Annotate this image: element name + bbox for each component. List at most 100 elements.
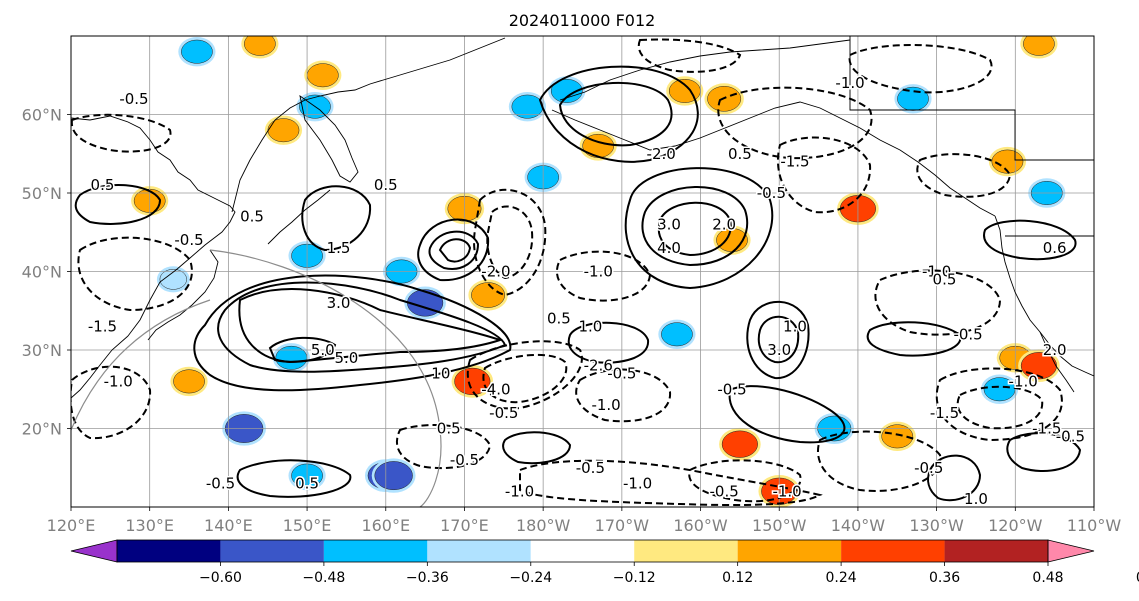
gridlines: [71, 36, 1094, 507]
contour-label: -1.0: [623, 474, 652, 492]
anomaly-blob: [661, 322, 693, 347]
lon-label: 180°W: [516, 516, 571, 535]
contour-label: -2.0: [647, 145, 676, 163]
coastline-kamchatka: [231, 37, 506, 213]
contour-positive: [438, 238, 472, 263]
anomaly-blob: [244, 36, 276, 56]
contour-label: 10: [431, 365, 450, 383]
coastline-baja: [1039, 331, 1075, 393]
coastline-layer: [71, 36, 1094, 399]
contour-label: 1.5: [327, 239, 351, 257]
lon-label: 170°E: [440, 516, 489, 535]
contour-label: -1.5: [930, 404, 959, 422]
border-alaska-canada: [849, 36, 1094, 161]
contour-label: -1.0: [584, 263, 613, 281]
axis-labels: 120°E 130°E 140°E 150°E 160°E 170°E 180°W 170°W…: [22, 106, 1122, 536]
contour-label: 5.0: [334, 349, 358, 367]
contour-label: -2.6: [584, 357, 613, 375]
contour-negative: [956, 385, 1044, 430]
lat-label: 20°N: [22, 420, 62, 439]
contour-label: 0.5: [437, 420, 461, 438]
contour-positive: [567, 321, 650, 364]
colorbar-bin: [427, 540, 531, 562]
colorbar-tick-label: −0.24: [509, 570, 552, 586]
contour-label: 0.5: [295, 474, 319, 492]
lon-label: 150°E: [283, 516, 332, 535]
colorbar-bin: [220, 540, 324, 562]
contour-negative: [817, 430, 942, 492]
shaded-anomaly-layer: [131, 36, 1066, 507]
contour-positive: [301, 185, 372, 252]
contour-label: -0.5: [607, 365, 636, 383]
contour-negative: [555, 250, 652, 302]
contour-label: 4.0: [657, 239, 681, 257]
contour-negative: [77, 236, 193, 312]
lon-label: 170°W: [595, 516, 650, 535]
contour-label: 0.5: [547, 310, 571, 328]
colorbar-bin: [117, 540, 221, 562]
contour-label: -1.0: [835, 74, 864, 92]
colorbar-tick-label: −0.60: [199, 570, 242, 586]
contour-negative: [848, 43, 993, 94]
colorbar-tick-label: −0.36: [406, 570, 449, 586]
anomaly-blob: [881, 424, 914, 449]
anomaly-blob: [374, 461, 413, 491]
contour-label: -4.0: [481, 380, 510, 398]
axis-ticks: [67, 114, 1095, 511]
contour-positive: [746, 300, 810, 380]
contour-label: -1.0: [505, 482, 534, 500]
contour-label: -0.5: [710, 482, 739, 500]
contour-label: 3.0: [657, 215, 681, 233]
contour-label: 2.0: [1043, 341, 1067, 359]
contour-positive: [417, 218, 490, 282]
colorbar-bin: [530, 540, 635, 562]
contour-positive: [502, 431, 572, 465]
anomaly-blob: [471, 282, 506, 308]
lon-label: 160°W: [673, 516, 728, 535]
contour-positive: [927, 454, 982, 502]
contour-negative: [466, 340, 583, 410]
contour-label: 0.5: [240, 208, 264, 226]
contour-positive: [657, 201, 732, 257]
contour-label: -1.0: [772, 482, 801, 500]
contour-negative: [519, 459, 823, 506]
contour-negative: [688, 459, 802, 503]
contour-label: -0.5: [206, 474, 235, 492]
contour-positive: [268, 336, 337, 363]
contour-label: -0.5: [914, 459, 943, 477]
colorbar-tick-label: 0.60: [1136, 570, 1139, 586]
contour-label: 1.0: [578, 317, 602, 335]
coastline-alaska: [551, 101, 996, 217]
projection-outline: [209, 249, 442, 507]
coastline-north-america: [994, 215, 1094, 377]
anomaly-blob: [1023, 36, 1055, 56]
anomaly-blob: [897, 86, 929, 111]
anomaly-blob: [306, 63, 339, 88]
contour-label: 0.6: [1043, 239, 1067, 257]
colorbar-ticks: −0.60 −0.48 −0.36 −0.24 −0.12 0.12 0.24 0.36 0.4…: [199, 562, 1139, 586]
contour-positive: [193, 274, 512, 392]
anomaly-blob: [454, 367, 491, 395]
coastline-asia: [71, 115, 236, 399]
contour-label: -0.5: [450, 451, 479, 469]
contour-negative: [486, 205, 534, 280]
contour-negative: [874, 269, 1002, 336]
anomaly-blob: [267, 118, 300, 143]
contour-label: -0.5: [489, 404, 518, 422]
contour-label: 3.0: [767, 341, 791, 359]
colorbar-tick-label: 0.48: [1032, 570, 1063, 586]
anomaly-blob: [159, 269, 187, 290]
contour-labels: -0.5 0.5 -0.5 0.5 1.5 0.5 3.0 5.0 5.0 -1.0 -1.5 -2.…: [86, 73, 1086, 507]
lat-label: 40°N: [22, 263, 62, 282]
colorbar: [70, 539, 1095, 563]
colorbar-bin: [841, 540, 945, 562]
colorbar-bin: [737, 540, 842, 562]
colorbar-bin: [944, 540, 1048, 562]
contour-positive: [757, 315, 800, 364]
contour-positive: [538, 65, 699, 163]
contour-label: -1.5: [780, 153, 809, 171]
lon-label: 150°W: [752, 516, 807, 535]
map-title: 2024011000 F012: [509, 11, 656, 30]
lon-label: 130°E: [125, 516, 174, 535]
